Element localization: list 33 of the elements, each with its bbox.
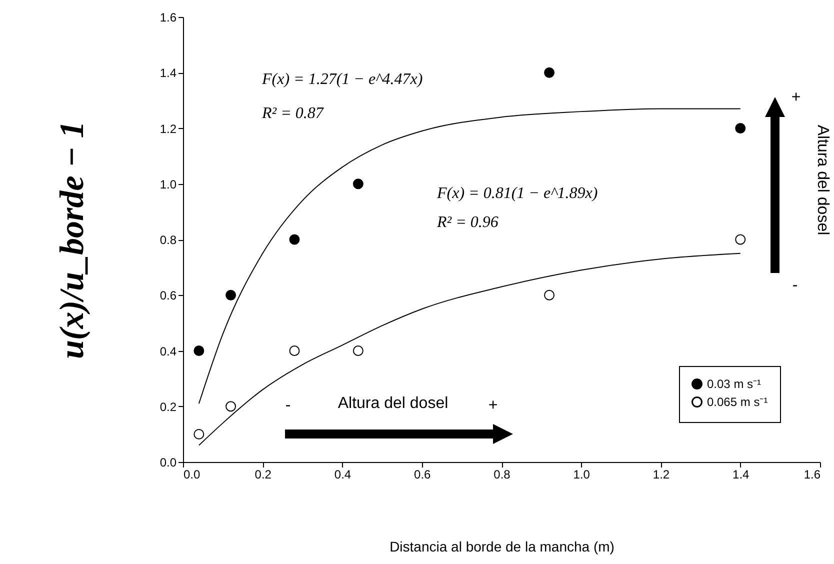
y-axis-title: u(x)/u_borde − 1 bbox=[54, 121, 91, 359]
x-tick-label: 1.6 bbox=[804, 468, 821, 482]
annotation: - bbox=[792, 277, 798, 294]
y-tick-label: 1.4 bbox=[160, 66, 177, 80]
x-tick-label: 0.0 bbox=[184, 468, 201, 482]
y-tick-label: 0.4 bbox=[160, 344, 177, 358]
annotation: R² = 0.96 bbox=[436, 214, 498, 231]
x-axis-title: Distancia al borde de la mancha (m) bbox=[390, 538, 614, 554]
annotation: F(x) = 1.27(1 − e^4.47x) bbox=[261, 71, 423, 88]
y-tick-label: 0.2 bbox=[160, 400, 177, 414]
y-tick-label: 0.0 bbox=[160, 456, 177, 470]
y-tick-label: 1.2 bbox=[160, 122, 177, 136]
annotation: F(x) = 0.81(1 − e^1.89x) bbox=[436, 185, 598, 202]
line-series bbox=[198, 252, 741, 446]
y-tick-label: 0.6 bbox=[160, 288, 177, 303]
annotation: + bbox=[488, 397, 498, 414]
y-tick-label: 1.6 bbox=[160, 10, 177, 24]
x-tick-label: 1.4 bbox=[732, 468, 750, 482]
legend-label: 0.03 m s⁻¹ bbox=[707, 377, 762, 391]
y-tick-label: 1.0 bbox=[160, 177, 177, 192]
annotation: Altura del dosel bbox=[814, 124, 831, 236]
y-tick-label: 0.8 bbox=[160, 233, 177, 247]
x-tick-label: 0.6 bbox=[414, 468, 432, 482]
annotation: R² = 0.87 bbox=[261, 105, 324, 122]
x-tick-label: 1.0 bbox=[573, 468, 590, 482]
x-tick-label: 0.4 bbox=[334, 468, 352, 482]
annotation: Altura del dosel bbox=[338, 395, 448, 412]
annotation: + bbox=[791, 89, 801, 106]
legend-label: 0.065 m s⁻¹ bbox=[707, 395, 768, 409]
annotation: - bbox=[285, 397, 291, 414]
x-tick-label: 0.2 bbox=[254, 468, 272, 482]
x-tick-label: 1.2 bbox=[652, 468, 670, 482]
x-tick-label: 0.8 bbox=[494, 468, 511, 482]
